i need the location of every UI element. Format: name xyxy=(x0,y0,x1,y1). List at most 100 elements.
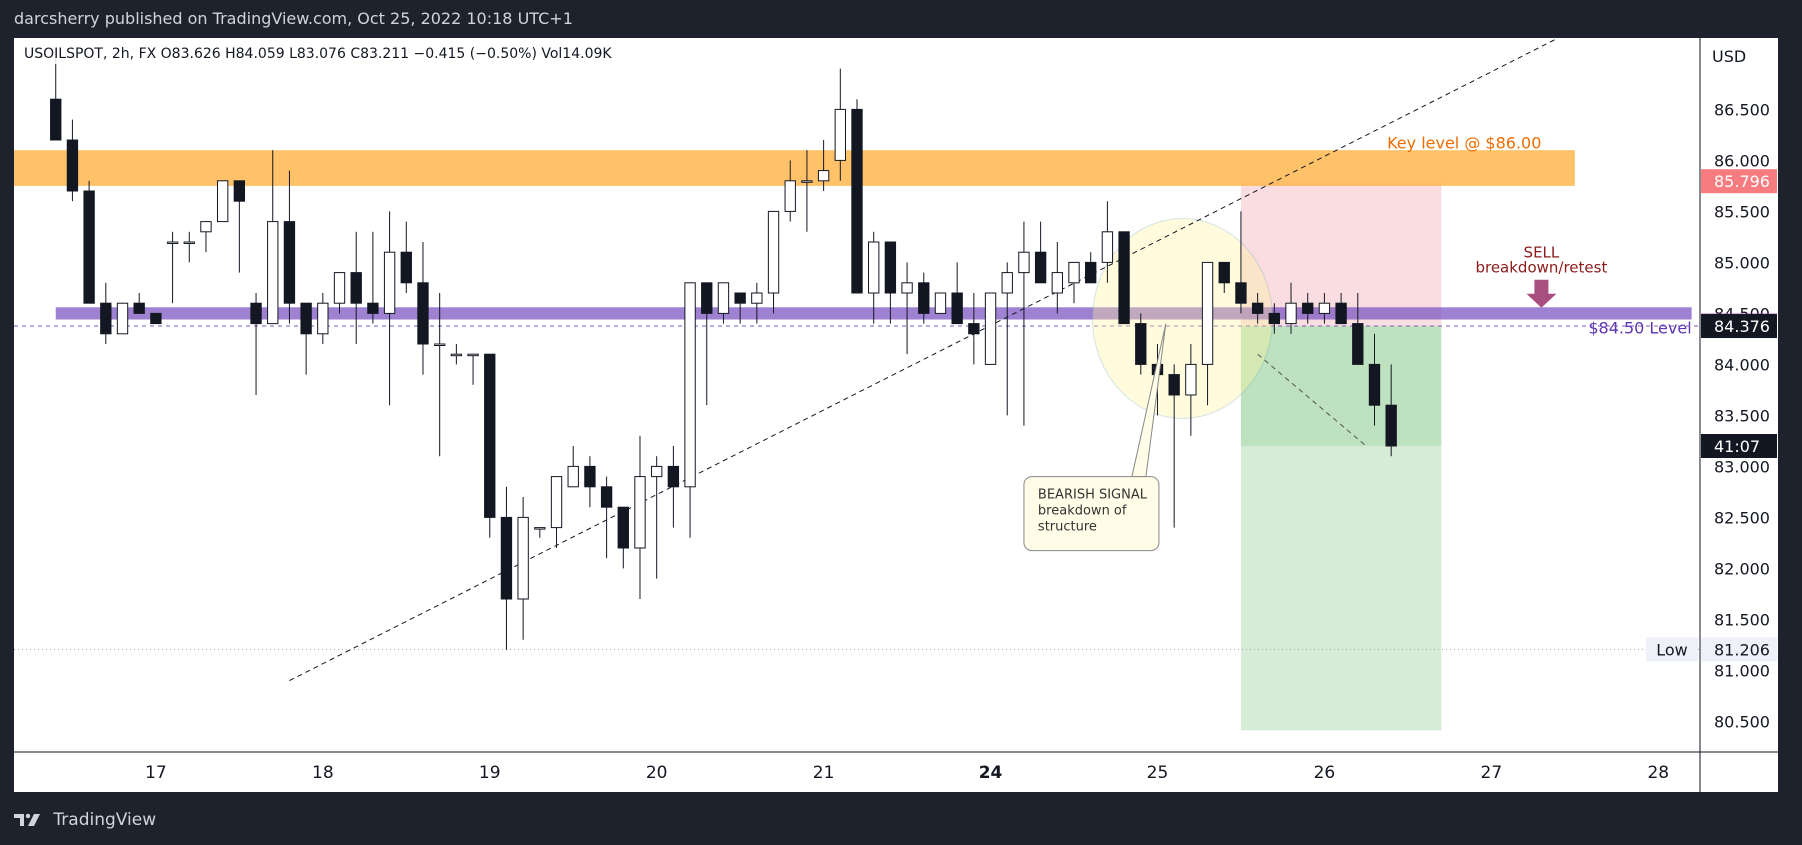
candle-body xyxy=(367,302,379,314)
candle xyxy=(200,221,212,253)
candle xyxy=(1235,211,1247,314)
price-tick-label: 86.500 xyxy=(1714,100,1770,119)
candle xyxy=(1335,293,1347,325)
candle xyxy=(717,282,730,324)
candle xyxy=(317,293,329,344)
candle xyxy=(934,292,947,314)
candle xyxy=(1034,221,1047,284)
candle xyxy=(918,272,930,324)
candle-body xyxy=(500,516,513,600)
candle xyxy=(584,456,596,508)
price-tick-label: 86.000 xyxy=(1714,151,1770,170)
candle-body xyxy=(283,221,296,304)
candle xyxy=(1168,364,1180,528)
candle xyxy=(1218,261,1230,293)
candle-body xyxy=(517,516,529,600)
candle xyxy=(267,150,279,325)
price-tick-label: 80.500 xyxy=(1714,712,1770,731)
candle-body xyxy=(550,476,563,529)
candle xyxy=(1018,221,1030,426)
date-tick-label: 25 xyxy=(1147,763,1169,783)
support-level-label: $84.50 Level xyxy=(1588,318,1691,337)
candle xyxy=(500,486,513,650)
candle xyxy=(868,231,880,324)
price-axis-area xyxy=(1700,38,1778,752)
candle xyxy=(884,241,897,324)
candle-body xyxy=(934,292,947,314)
candle xyxy=(984,292,997,365)
candle xyxy=(100,282,112,344)
candle xyxy=(734,292,746,324)
price-tick-label: 82.000 xyxy=(1714,559,1770,578)
candle-body xyxy=(250,302,262,325)
candle-body xyxy=(83,190,95,304)
sell-arrow-icon xyxy=(1526,279,1557,308)
candle xyxy=(1385,364,1397,457)
candle xyxy=(567,446,579,488)
price-chart[interactable]: Key level @ $86.00 $84.50 Level BEARISH SI… xyxy=(0,0,1802,795)
candle-body xyxy=(851,108,863,294)
filled-target-zone xyxy=(1240,326,1442,446)
candle xyxy=(450,344,463,365)
candle-body xyxy=(834,108,846,161)
candle xyxy=(1352,293,1364,365)
candle-body xyxy=(1101,231,1114,263)
date-tick-label: 28 xyxy=(1647,763,1669,783)
candle-body xyxy=(1068,261,1080,284)
ohlc-legend: USOILSPOT, 2h, FX O83.626 H84.059 L83.07… xyxy=(24,46,612,62)
price-tick-label: 82.500 xyxy=(1714,508,1770,527)
candle xyxy=(333,272,346,314)
candle-body xyxy=(400,251,412,284)
tradingview-logo-icon xyxy=(14,813,40,826)
candle-body xyxy=(868,241,880,294)
candle xyxy=(1201,261,1214,406)
candle xyxy=(1051,242,1063,314)
candle-body xyxy=(651,465,663,478)
candle xyxy=(684,282,696,538)
legend-backdrop xyxy=(18,42,658,64)
date-tick-label: 27 xyxy=(1481,763,1503,783)
candle xyxy=(350,231,362,344)
candle-body xyxy=(584,465,596,488)
price-tick-label: 85.500 xyxy=(1714,202,1770,221)
candle-body xyxy=(1034,251,1047,284)
candle xyxy=(968,293,980,365)
low-label-box xyxy=(1646,637,1698,662)
callout-text: breakdown of xyxy=(1038,504,1127,519)
candle xyxy=(600,476,613,559)
candle-body xyxy=(1018,251,1030,274)
date-tick-label: 26 xyxy=(1314,763,1336,783)
key-level-label: Key level @ $86.00 xyxy=(1387,133,1541,152)
candle xyxy=(116,302,129,335)
candle xyxy=(1302,293,1314,324)
candle xyxy=(233,180,246,273)
candle-body xyxy=(1268,312,1281,325)
candle xyxy=(1268,303,1281,334)
candle-body xyxy=(1318,302,1331,314)
candle-body xyxy=(817,170,830,182)
date-tick-label: 21 xyxy=(813,763,835,783)
candle xyxy=(250,293,262,395)
candle xyxy=(851,99,863,294)
price-badge xyxy=(1701,314,1777,339)
candle xyxy=(283,170,296,324)
candle-body xyxy=(1135,323,1147,365)
candle xyxy=(216,180,229,223)
candle xyxy=(1251,293,1264,324)
publisher-header: darcsherry published on TradingView.com,… xyxy=(0,0,1802,38)
candle xyxy=(400,221,412,293)
candle-body xyxy=(1302,302,1314,314)
candle-body xyxy=(984,292,997,365)
price-badge-label: 84.376 xyxy=(1714,317,1770,336)
candle-body xyxy=(166,241,179,244)
projection-line xyxy=(1257,353,1367,447)
candle xyxy=(66,119,79,202)
candle-body xyxy=(534,527,546,530)
candle-body xyxy=(450,353,463,357)
candle xyxy=(751,282,763,324)
candle xyxy=(150,312,162,325)
candle xyxy=(1068,261,1080,304)
candle-body xyxy=(116,302,129,335)
date-tick-label: 19 xyxy=(479,763,501,783)
candle-body xyxy=(600,486,613,508)
